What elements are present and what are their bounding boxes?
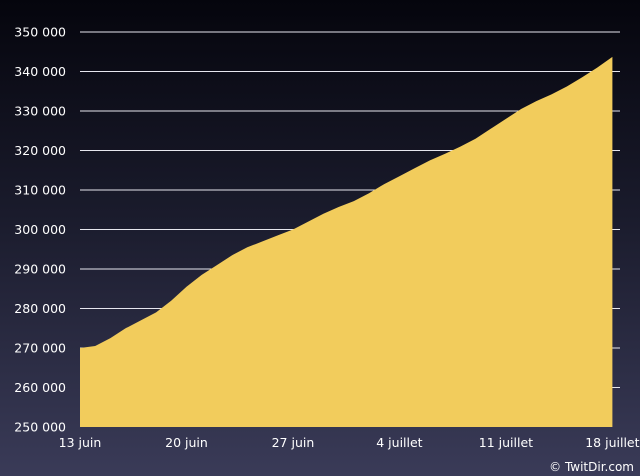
y-tick-label: 310 000: [14, 183, 66, 198]
series-area: [80, 56, 613, 428]
x-tick-label: 4 juillet: [376, 435, 422, 450]
x-tick-label: 27 juin: [272, 435, 315, 450]
y-tick-label: 330 000: [14, 104, 66, 119]
x-tick-label: 11 juillet: [479, 435, 533, 450]
y-tick-label: 300 000: [14, 222, 66, 237]
x-axis: 13 juin 20 juin 27 juin 4 juillet 11 juillet…: [59, 435, 640, 450]
y-tick-label: 250 000: [14, 420, 66, 435]
y-tick-label: 260 000: [14, 380, 66, 395]
credit-text: © TwitDir.com: [549, 460, 634, 474]
y-axis: 250 000 260 000 270 000 280 000 290 000 300 0…: [14, 25, 66, 435]
y-tick-label: 280 000: [14, 301, 66, 316]
x-tick-label: 20 juin: [165, 435, 208, 450]
x-tick-label: 13 juin: [59, 435, 102, 450]
y-tick-label: 340 000: [14, 64, 66, 79]
y-tick-label: 290 000: [14, 262, 66, 277]
y-tick-label: 320 000: [14, 143, 66, 158]
y-tick-label: 350 000: [14, 25, 66, 40]
x-tick-label: 18 juillet: [585, 435, 639, 450]
y-tick-label: 270 000: [14, 341, 66, 356]
